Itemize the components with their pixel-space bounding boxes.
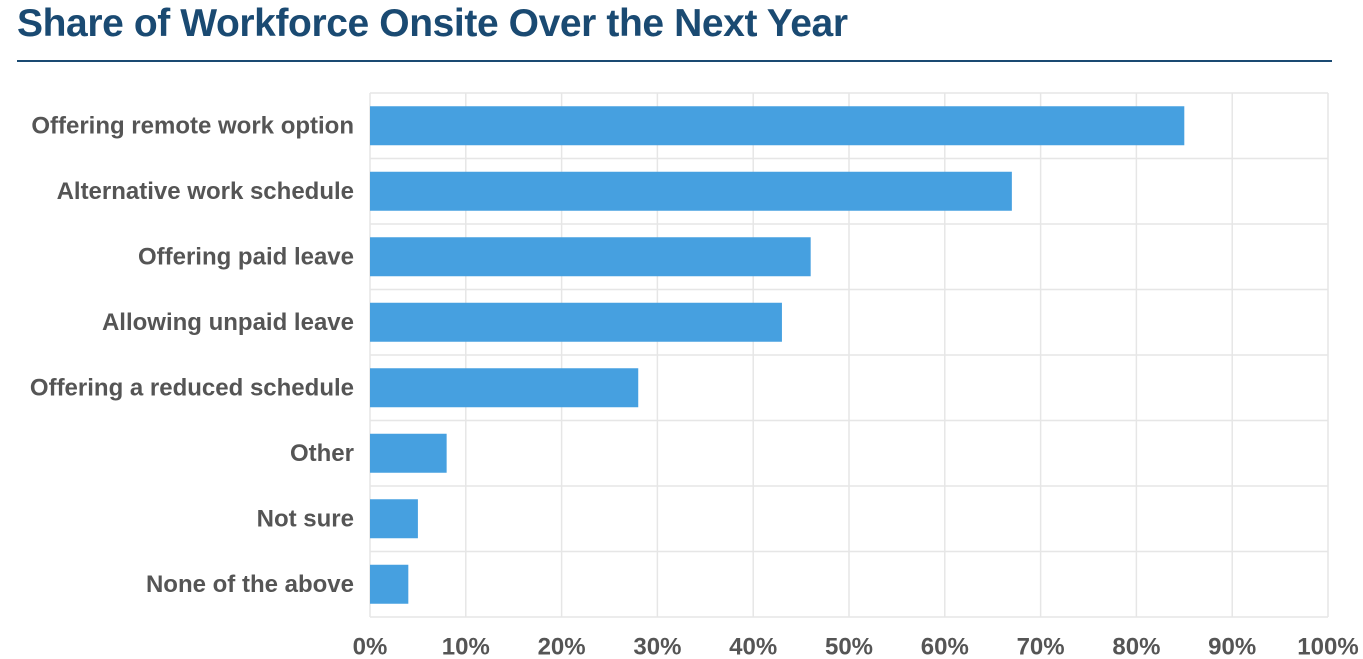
x-tick-label: 80% [1112, 633, 1160, 659]
bar [370, 302, 782, 342]
bar [370, 237, 811, 277]
category-label: Offering a reduced schedule [30, 374, 354, 401]
category-label: Allowing unpaid leave [102, 309, 354, 336]
category-label: Offering paid leave [138, 243, 354, 270]
category-label: Offering remote work option [31, 112, 354, 139]
x-tick-label: 50% [825, 633, 873, 659]
category-label: Not sure [257, 505, 354, 532]
chart-title: Share of Workforce Onsite Over the Next … [17, 2, 848, 45]
x-tick-label: 30% [633, 633, 681, 659]
x-tick-label: 90% [1208, 633, 1256, 659]
x-tick-label: 0% [353, 633, 388, 659]
x-tick-label: 100% [1297, 633, 1358, 659]
tick-label-layer: 0% 10% 20% 30% 40% 50% 60% 70% 80% 90% 100% [353, 633, 1359, 659]
x-tick-label: 20% [538, 633, 586, 659]
bar [370, 368, 639, 408]
bar [370, 564, 409, 604]
bar [370, 499, 418, 539]
x-tick-label: 70% [1017, 633, 1065, 659]
bar [370, 106, 1185, 146]
category-label: Other [290, 440, 354, 467]
category-label: None of the above [146, 571, 354, 598]
x-tick-label: 10% [442, 633, 490, 659]
grid-layer [369, 92, 1329, 618]
x-tick-label: 40% [729, 633, 777, 659]
x-tick-label: 60% [921, 633, 969, 659]
bar-layer [370, 106, 1185, 604]
bar [370, 433, 447, 473]
title-divider [17, 60, 1332, 62]
category-label-layer: Offering remote work option Alternative w… [30, 112, 354, 598]
category-label: Alternative work schedule [57, 178, 354, 205]
bar [370, 171, 1012, 211]
